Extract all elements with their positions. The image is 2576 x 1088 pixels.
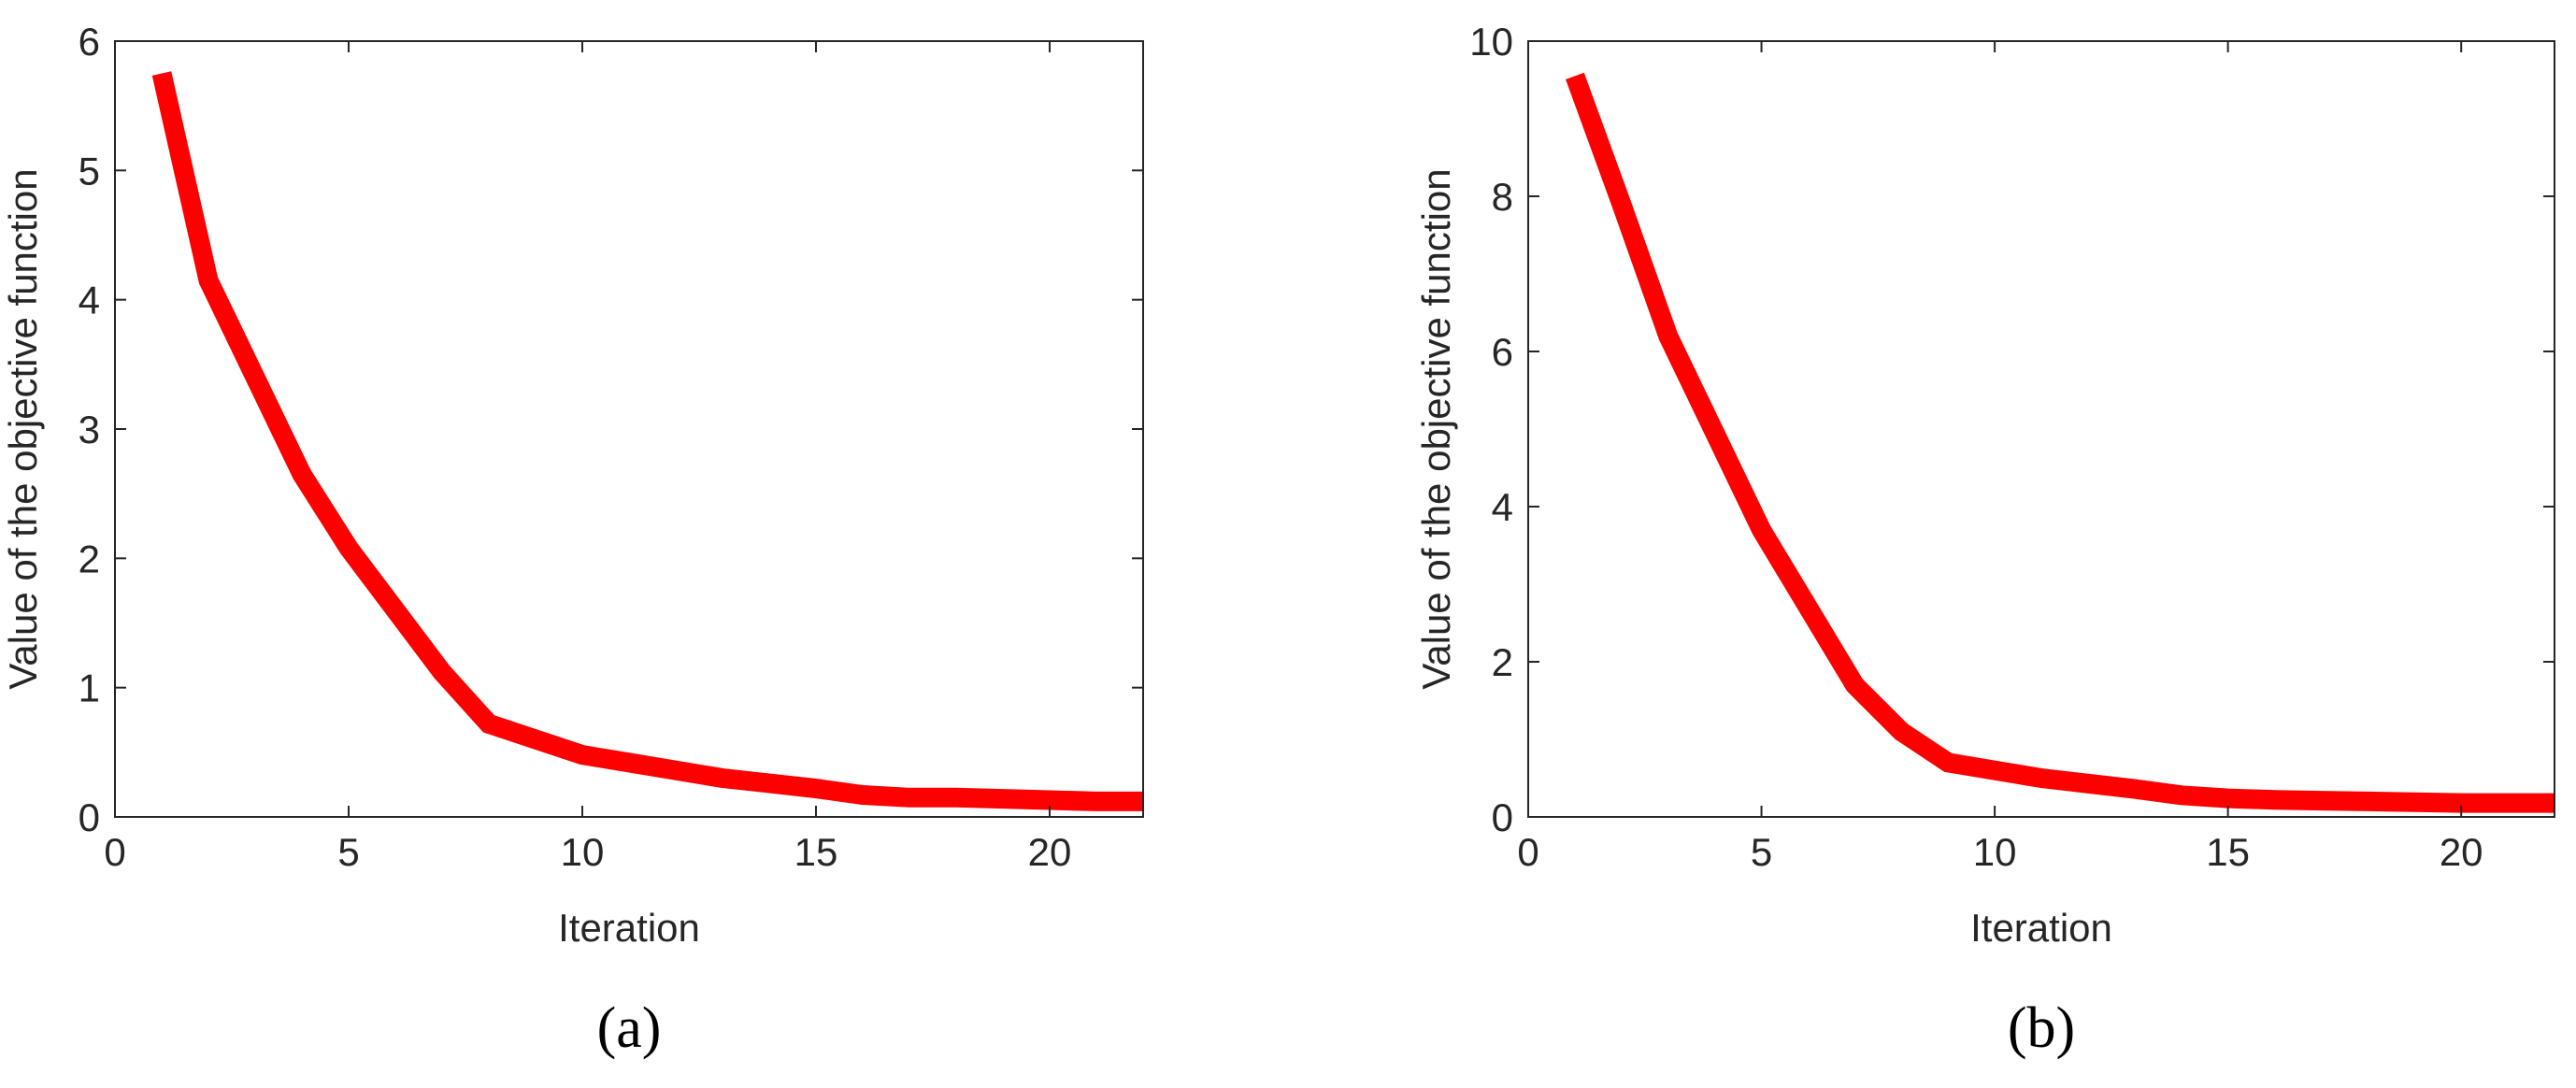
x-tick-label: 15 [794,830,838,874]
y-tick-label: 4 [79,279,100,322]
y-tick-label: 0 [1492,795,1513,839]
caption: (b) [2008,996,2075,1060]
y-tick-label: 0 [79,795,100,839]
x-tick-label: 10 [561,830,605,874]
y-tick-label: 2 [1492,640,1513,684]
x-tick-label: 0 [104,830,125,874]
data-line [1566,72,2555,813]
caption: (a) [597,996,662,1060]
y-axis-label: Value of the objective function [1,168,45,689]
y-tick-label: 1 [79,666,100,710]
y-tick-label: 3 [79,408,100,451]
y-tick-label: 5 [79,149,100,193]
x-tick-label: 15 [2206,830,2250,874]
x-tick-label: 20 [1028,830,1072,874]
y-tick-label: 4 [1492,485,1513,529]
x-tick-label: 10 [1973,830,2017,874]
y-tick-label: 2 [79,537,100,580]
x-tick-label: 5 [337,830,359,874]
y-axis-label: Value of the objective function [1414,168,1458,689]
axes-box [114,40,1144,818]
x-axis-label: Iteration [558,906,700,950]
x-tick-label: 5 [1751,830,1772,874]
data-line [151,71,1143,811]
y-tick-label: 6 [1492,330,1513,374]
x-tick-label: 0 [1517,830,1538,874]
x-tick-label: 20 [2440,830,2483,874]
axes-box [1527,40,2555,818]
y-tick-label: 10 [1469,20,1513,64]
y-tick-label: 8 [1492,175,1513,219]
y-tick-label: 6 [79,20,100,64]
x-axis-label: Iteration [1970,906,2112,950]
